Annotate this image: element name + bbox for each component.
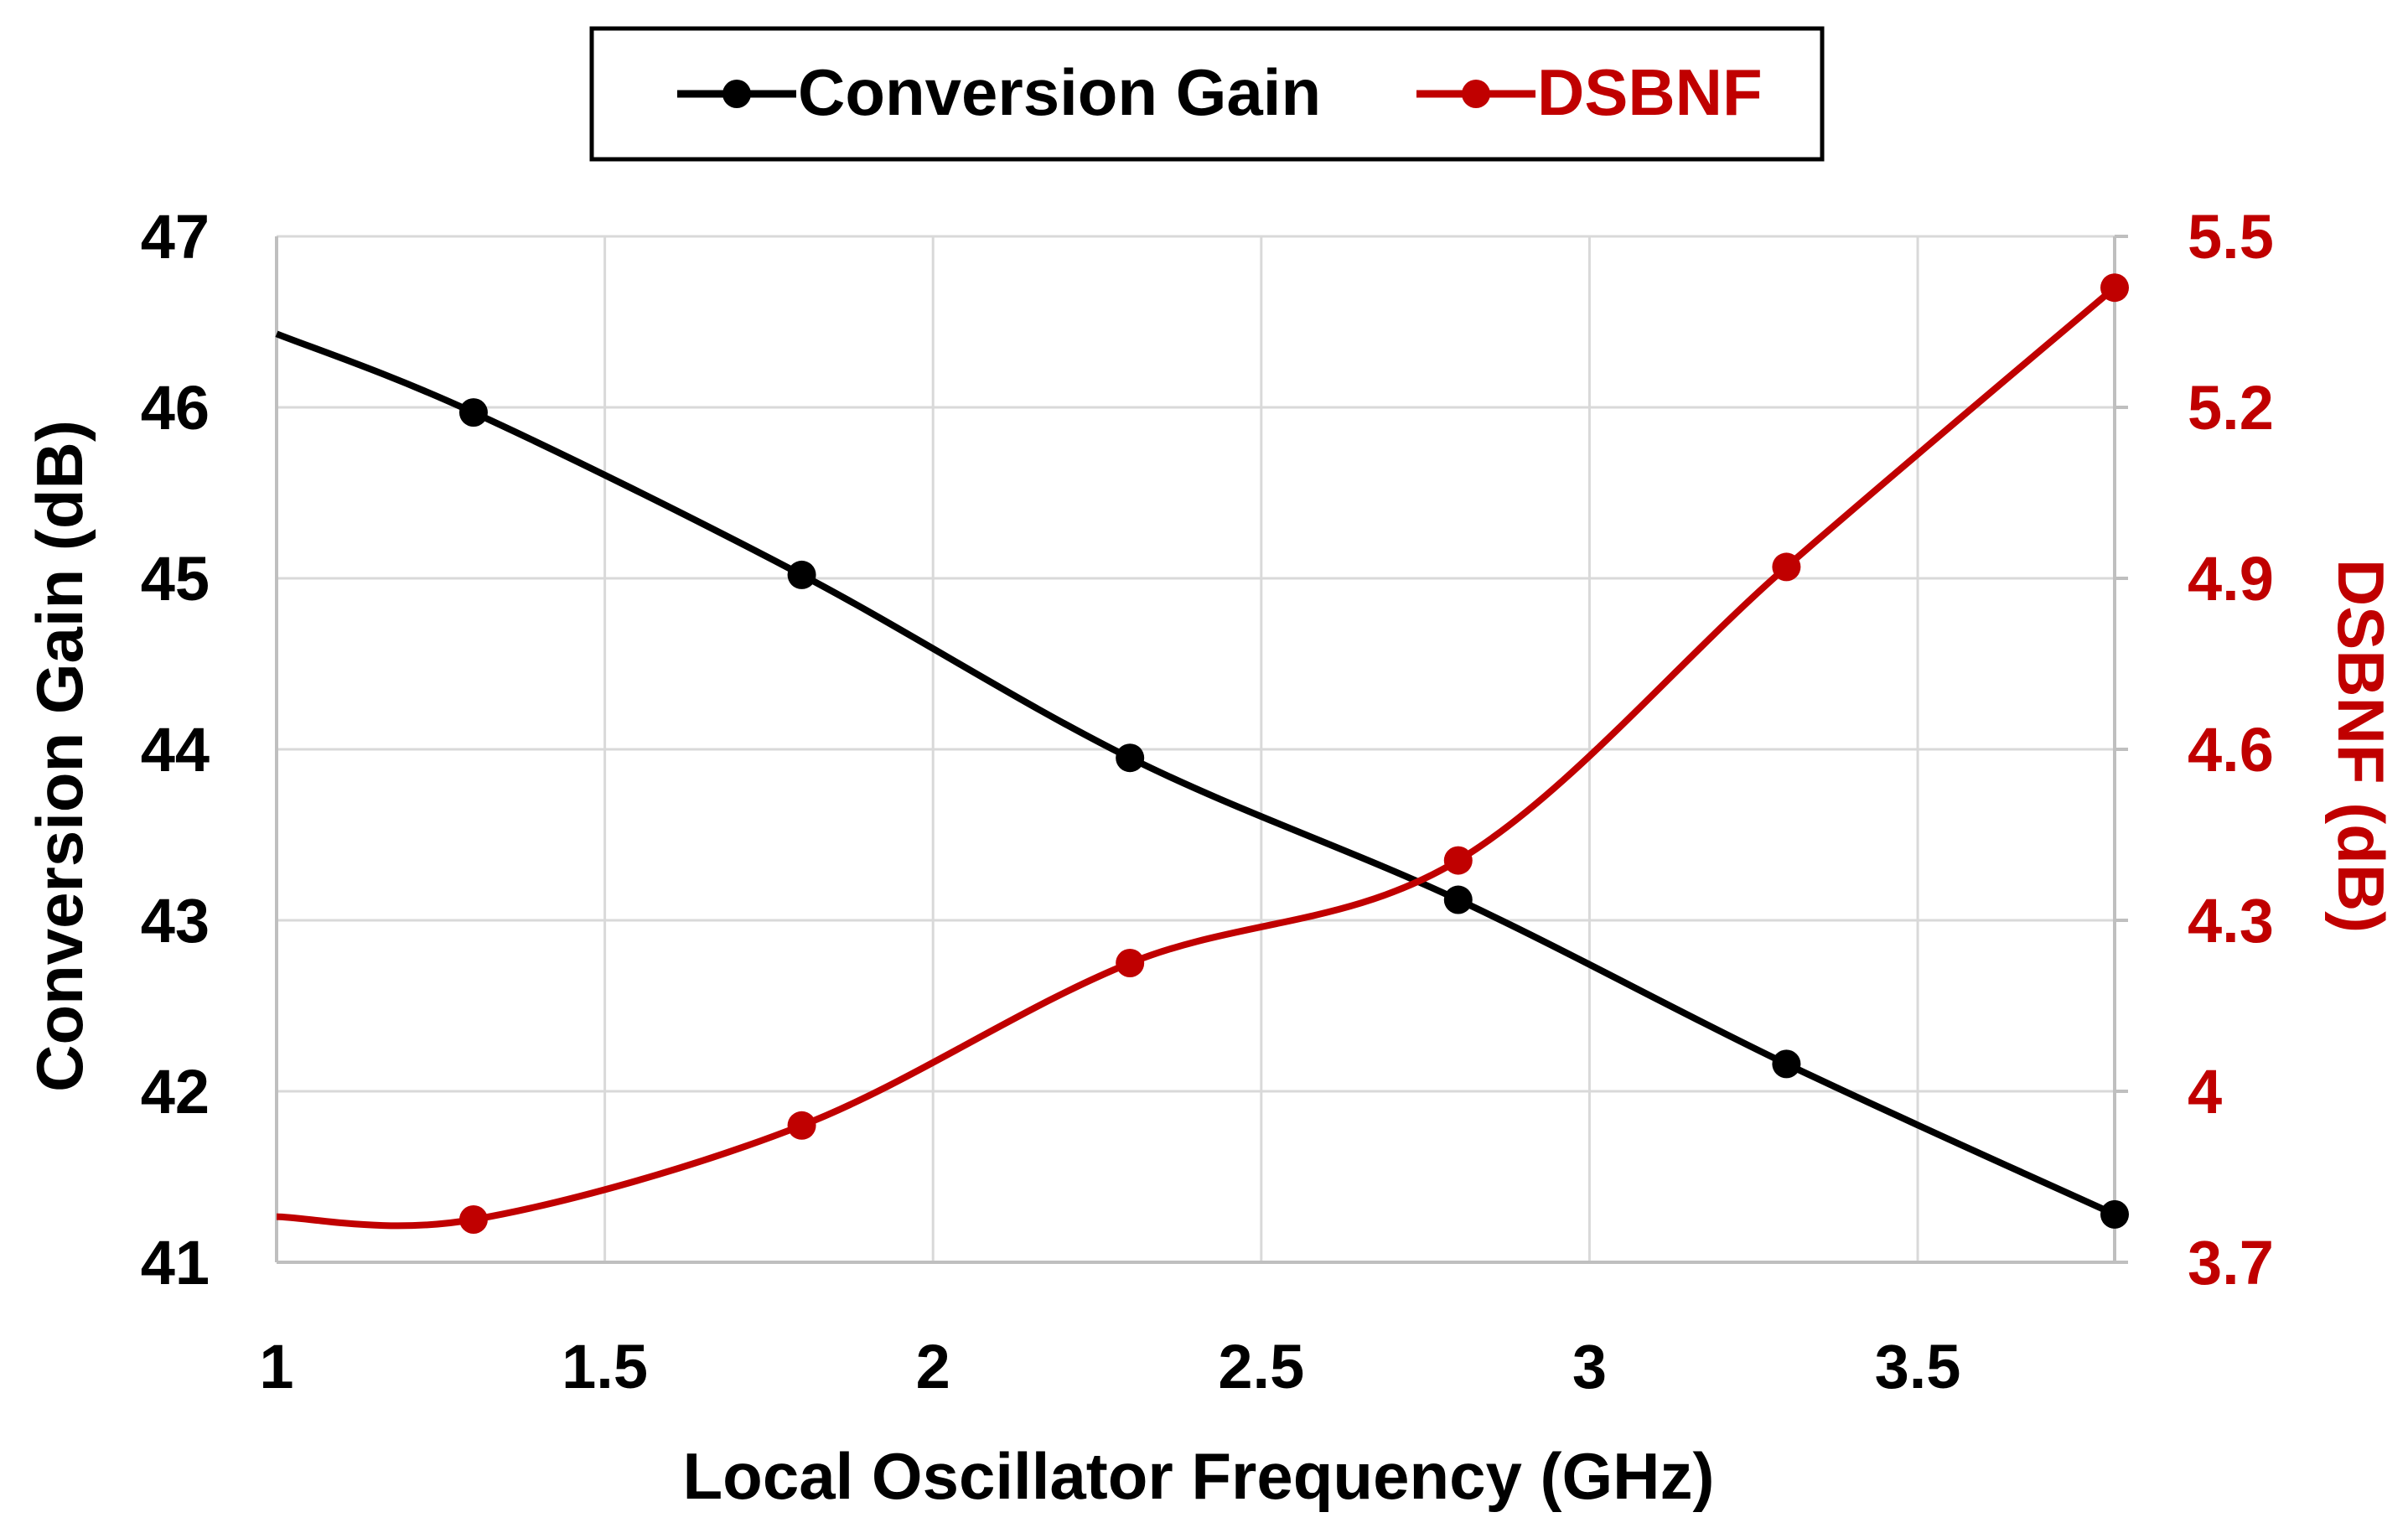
x-tick-label: 3: [1572, 1332, 1607, 1401]
y-tick-label-left: 45: [141, 544, 210, 614]
legend-label-conversion-gain: Conversion Gain: [798, 55, 1321, 129]
y-tick-label-left: 41: [141, 1228, 210, 1297]
y-tick-label-right: 5.2: [2188, 373, 2274, 443]
axes: 1 1.5 2 2.5 3 3.5 41 42 43 44 45 46 47 3.7 4 4.3 4.6 4.9 5…: [141, 202, 2274, 1401]
y-tick-label-right: 4: [2188, 1057, 2222, 1126]
series-line-dsbnf: [276, 285, 2117, 1230]
x-axis-title: Local Oscillator Frequency (GHz): [683, 1439, 1715, 1513]
x-tick-label: 1.5: [562, 1332, 648, 1401]
legend-box: [589, 26, 1825, 162]
data-point-conversion-gain: [1116, 743, 1145, 773]
y-tick-label-right: 3.7: [2188, 1228, 2274, 1297]
y-tick-label-right: 4.9: [2188, 544, 2274, 614]
series: [275, 273, 2129, 1234]
y-tick-label-left: 47: [141, 202, 210, 272]
data-point-dsbnf: [1772, 552, 1801, 582]
y-tick-label-right: 4.6: [2188, 715, 2274, 785]
legend: Conversion Gain DSBNF: [589, 26, 1825, 162]
y-axis-title-right: DSBNF (dB): [2324, 559, 2398, 933]
data-point-dsbnf: [458, 1205, 488, 1234]
grid: [275, 235, 2115, 1264]
x-tick-label: 1: [259, 1332, 293, 1401]
legend-marker-conversion-gain: [722, 80, 751, 108]
y-tick-label-left: 44: [141, 715, 210, 785]
data-point-dsbnf: [1443, 846, 1473, 875]
series-line-conversion-gain: [275, 330, 2116, 1218]
x-tick-label: 3.5: [1875, 1332, 1961, 1401]
data-point-dsbnf: [2100, 273, 2129, 303]
y-tick-label-left: 46: [141, 373, 210, 443]
x-tick-label: 2.5: [1218, 1332, 1304, 1401]
legend-label-dsbnf: DSBNF: [1537, 55, 1763, 129]
data-point-dsbnf: [1116, 949, 1145, 977]
y-axis-title-left: Conversion Gain (dB): [23, 420, 96, 1092]
y-tick-label-left: 42: [141, 1057, 210, 1126]
data-point-conversion-gain: [1772, 1049, 1801, 1079]
data-point-conversion-gain: [2100, 1199, 2129, 1229]
data-point-dsbnf: [787, 1111, 816, 1140]
y-tick-label-right: 5.5: [2188, 202, 2274, 272]
legend-marker-dsbnf: [1462, 80, 1490, 108]
x-tick-label: 2: [916, 1332, 950, 1401]
data-point-conversion-gain: [458, 398, 488, 427]
y-tick-label-right: 4.3: [2188, 886, 2274, 956]
data-point-conversion-gain: [1443, 885, 1473, 914]
data-point-conversion-gain: [787, 560, 816, 589]
y-tick-label-left: 43: [141, 886, 210, 956]
